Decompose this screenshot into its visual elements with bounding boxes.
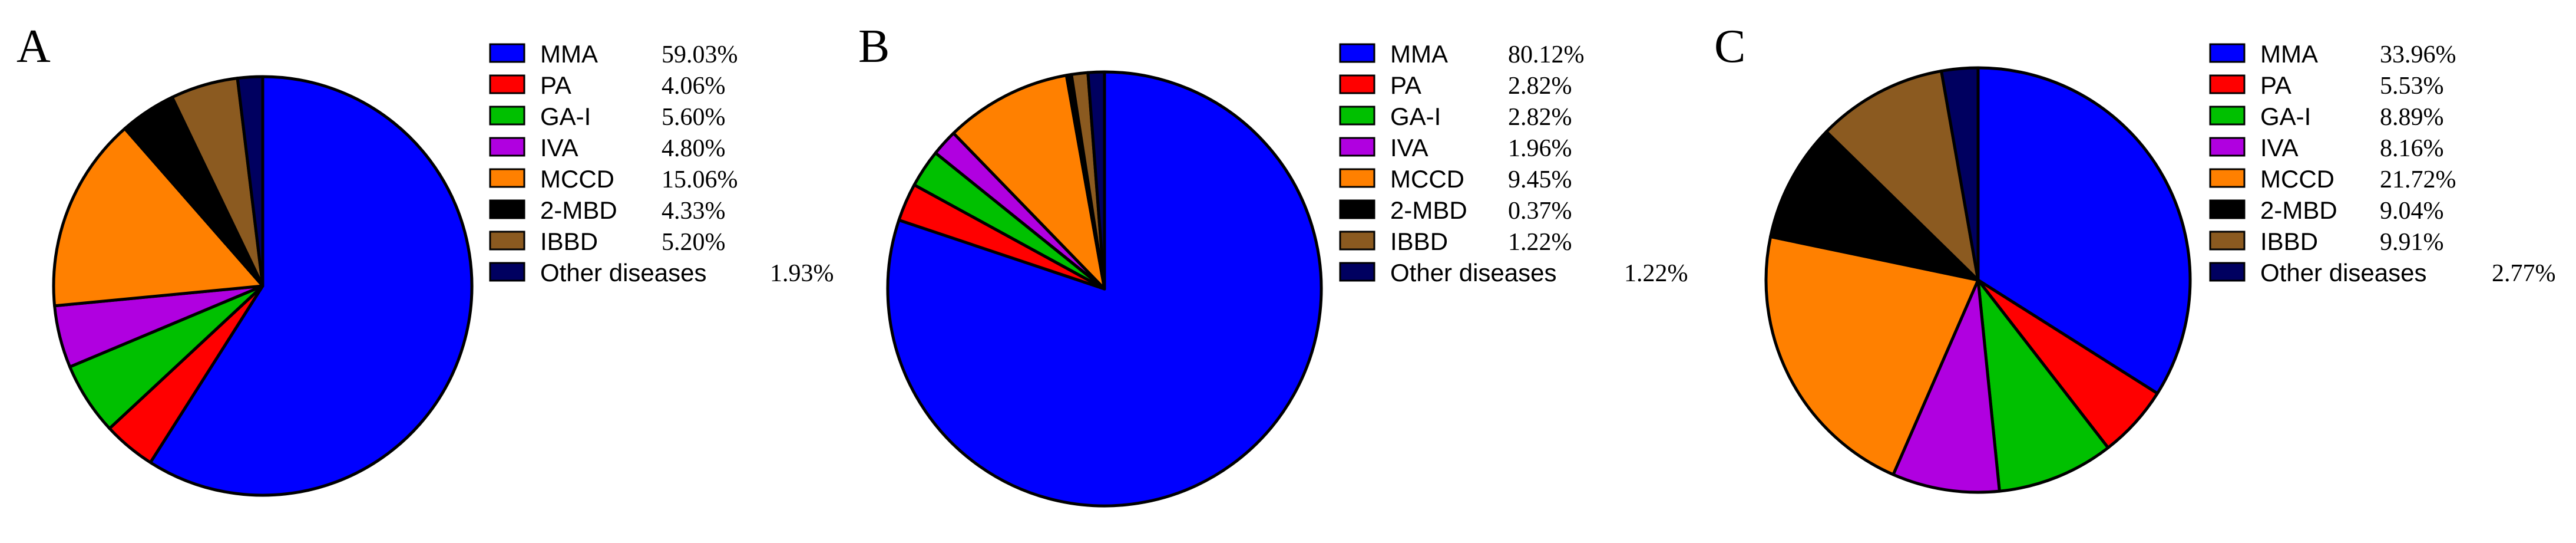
legend-value-a-mma: 59.03% [662,41,738,68]
legend-value-c-iva: 8.16% [2380,135,2444,162]
pie-panel-b: B MMA 80.12% PA 2.82% GA-I 2.82% IVA 1.96% MCCD 9.… [858,21,1688,508]
legend-value-a-mccd: 15.06% [662,166,738,193]
pie-slice-a-mma [148,75,474,497]
legend-label-b-ga-i: GA-I [1390,103,1441,130]
legend-value-b-mma: 80.12% [1508,41,1585,68]
legend-swatch-c-2-mbd [2209,199,2246,219]
legend-label-a-ga-i: GA-I [540,103,591,130]
pie-slice-c-iva [1892,278,2001,494]
pie-slice-a-mccd [52,127,264,308]
legend-swatch-b-2-mbd [1339,199,1375,219]
legend-value-a-ibbd: 5.20% [662,229,726,256]
legend-swatch-c-ga-i [2209,106,2246,126]
legend-label-a-2-mbd: 2-MBD [540,196,617,224]
legend-value-a-pa: 4.06% [662,73,726,100]
legend-label-c-iva: IVA [2260,134,2299,162]
legend-label-b-iva: IVA [1390,134,1428,162]
legend-label-c-ibbd: IBBD [2260,228,2318,255]
legend-swatch-c-other-diseases [2209,262,2246,282]
legend-label-b-ibbd: IBBD [1390,228,1448,255]
legend-value-a-other-diseases: 1.93% [770,260,834,287]
legend-value-c-ga-i: 8.89% [2380,104,2444,131]
legend-swatch-b-mccd [1339,168,1375,188]
legend-value-b-mccd: 9.45% [1508,166,1572,193]
legend-swatch-c-ibbd [2209,231,2246,251]
legend-label-a-mma: MMA [540,40,598,68]
legend-swatch-a-mccd [489,168,525,188]
legend-label-c-other-diseases: Other diseases [2260,259,2426,287]
pie-slice-c-2-mbd [1769,130,1980,282]
legend-swatch-b-ga-i [1339,106,1375,126]
pie-slice-b-other-diseases [1086,70,1106,291]
pie-slice-b-mccd [952,74,1106,291]
legend-swatch-b-ibbd [1339,231,1375,251]
legend-swatch-c-iva [2209,137,2246,157]
legend-swatch-c-mma [2209,43,2246,63]
pie-panel-a: A MMA 59.03% PA 4.06% GA-I 5.60% IVA 4.80% MCCD 15… [16,21,834,497]
panel-label-b: B [858,21,889,73]
legend-label-c-pa: PA [2260,71,2291,99]
legend-value-b-ibbd: 1.22% [1508,229,1572,256]
legend-value-c-mccd: 21.72% [2380,166,2456,193]
legend-label-c-mma: MMA [2260,40,2318,68]
legend-value-a-iva: 4.80% [662,135,726,162]
legend-label-a-iva: IVA [540,134,578,162]
legend-label-a-mccd: MCCD [540,165,614,193]
pie-slice-c-other-diseases [1940,66,1980,282]
legend-label-a-pa: PA [540,71,571,99]
legend-value-b-other-diseases: 1.22% [1624,260,1688,287]
legend-value-b-iva: 1.96% [1508,135,1572,162]
legend-swatch-b-pa [1339,74,1375,94]
legend-label-b-2-mbd: 2-MBD [1390,196,1467,224]
legend-label-b-mccd: MCCD [1390,165,1464,193]
legend-label-c-mccd: MCCD [2260,165,2334,193]
legend-swatch-a-mma [489,43,525,63]
pie-slice-c-ga-i [1976,278,2110,493]
legend-swatch-a-ga-i [489,106,525,126]
legend-swatch-b-iva [1339,137,1375,157]
legend-label-b-mma: MMA [1390,40,1448,68]
legend-value-b-2-mbd: 0.37% [1508,198,1572,225]
legend-label-c-2-mbd: 2-MBD [2260,196,2337,224]
legend-swatch-a-ibbd [489,231,525,251]
panel-label-a: A [16,21,51,73]
legend-swatch-a-pa [489,74,525,94]
legend-value-a-ga-i: 5.60% [662,104,726,131]
legend-label-b-other-diseases: Other diseases [1390,259,1556,287]
pie-slice-a-other-diseases [236,75,264,288]
legend-swatch-b-mma [1339,43,1375,63]
legend-value-c-pa: 5.53% [2380,73,2444,100]
pie-slice-c-ibbd [1825,69,1980,282]
legend-swatch-b-other-diseases [1339,262,1375,282]
legend-swatch-a-other-diseases [489,262,525,282]
panel-label-c: C [1714,21,1745,73]
legend-label-c-ga-i: GA-I [2260,103,2311,130]
legend-value-c-other-diseases: 2.77% [2492,260,2556,287]
pie-slice-c-mccd [1764,235,1980,476]
legend-swatch-c-pa [2209,74,2246,94]
legend-label-a-ibbd: IBBD [540,228,598,255]
legend-value-c-2-mbd: 9.04% [2380,198,2444,225]
legend-value-b-pa: 2.82% [1508,73,1572,100]
legend-value-c-ibbd: 9.91% [2380,229,2444,256]
legend-value-a-2-mbd: 4.33% [662,198,726,225]
legend-swatch-a-iva [489,137,525,157]
legend-value-b-ga-i: 2.82% [1508,104,1572,131]
legend-swatch-a-2-mbd [489,199,525,219]
legend-value-c-mma: 33.96% [2380,41,2456,68]
legend-swatch-c-mccd [2209,168,2246,188]
legend-label-b-pa: PA [1390,71,1421,99]
legend-label-a-other-diseases: Other diseases [540,259,706,287]
pie-panel-c: C MMA 33.96% PA 5.53% GA-I 8.89% IVA 8.16% MCCD 21… [1714,21,2556,494]
